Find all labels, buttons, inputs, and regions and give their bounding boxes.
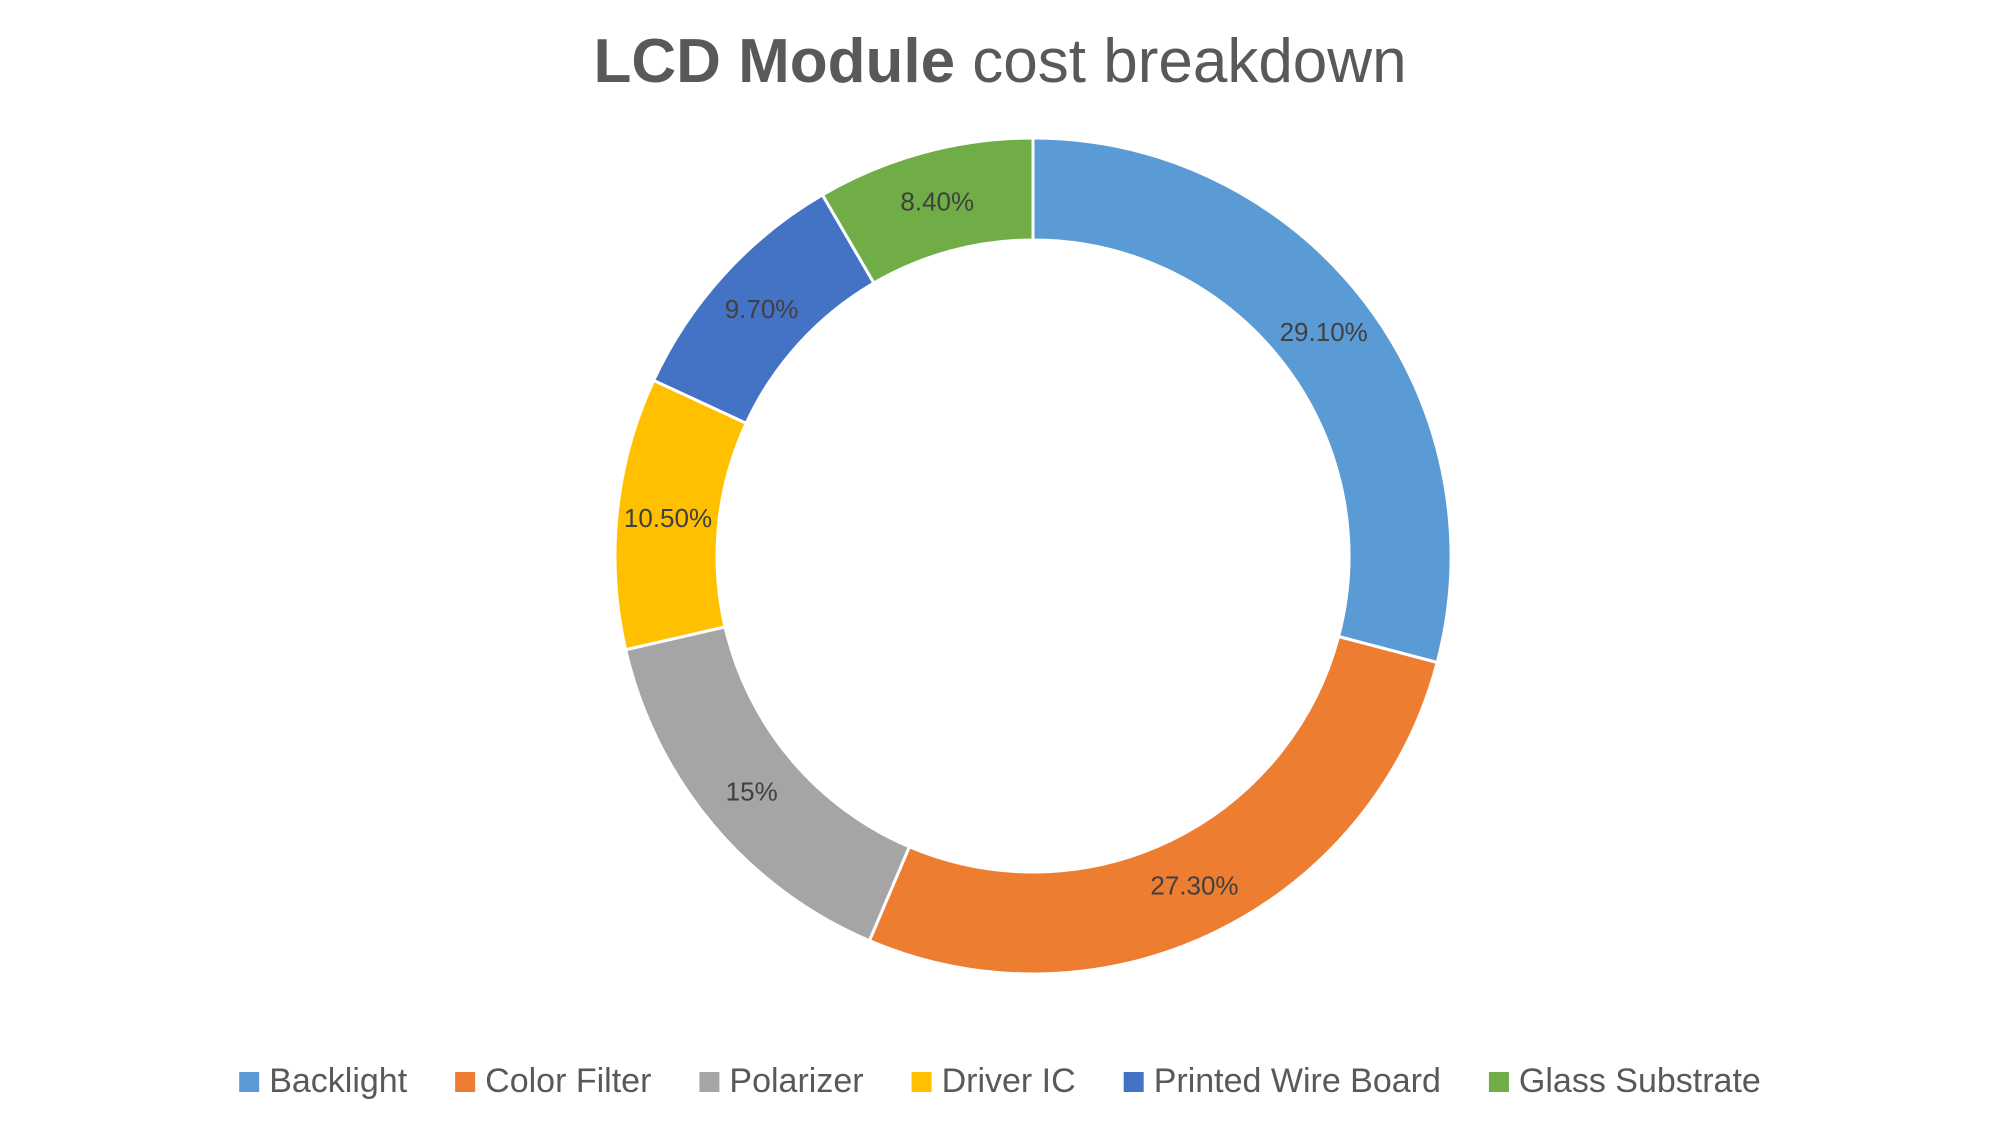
donut-slices [613,136,1453,976]
chart-title: LCD Module cost breakdown [593,27,1406,96]
data-label-backlight: 29.10% [1280,317,1368,347]
legend-item-driver-ic: Driver IC [911,1062,1076,1100]
legend-label-driver-ic: Driver IC [942,1062,1076,1100]
legend-label-printed-wire-board: Printed Wire Board [1154,1062,1441,1100]
data-label-glass-substrate: 8.40% [900,187,974,217]
legend-label-color-filter: Color Filter [485,1062,651,1100]
legend-label-polarizer: Polarizer [729,1062,863,1100]
legend-swatch-backlight [239,1072,260,1092]
data-label-printed-wire-board: 9.70% [725,294,799,324]
legend-item-printed-wire-board: Printed Wire Board [1123,1062,1441,1100]
slice-backlight [1031,136,1453,665]
data-label-polarizer: 15% [726,777,778,807]
legend: Backlight Color Filter Polarizer Driver IC P… [239,1062,1761,1100]
slice-color-filter [867,634,1440,976]
chart-title-rest: cost breakdown [955,27,1406,96]
slice-glass-substrate [820,136,1035,286]
data-label-driver-ic: 10.50% [624,503,712,533]
data-labels: 29.10% 27.30% 15% 10.50% 9.70% 8.40% [624,187,1368,901]
legend-item-glass-substrate: Glass Substrate [1488,1062,1761,1100]
legend-label-glass-substrate: Glass Substrate [1519,1062,1761,1100]
legend-item-polarizer: Polarizer [699,1062,864,1100]
chart-title-bold: LCD Module [593,27,955,96]
legend-swatch-driver-ic [911,1072,932,1092]
data-label-color-filter: 27.30% [1150,871,1238,901]
legend-item-color-filter: Color Filter [455,1062,651,1100]
legend-label-backlight: Backlight [269,1062,408,1100]
legend-swatch-polarizer [699,1072,720,1092]
legend-swatch-color-filter [455,1072,476,1092]
legend-item-backlight: Backlight [239,1062,408,1100]
legend-swatch-printed-wire-board [1123,1072,1144,1092]
legend-swatch-glass-substrate [1488,1072,1509,1092]
